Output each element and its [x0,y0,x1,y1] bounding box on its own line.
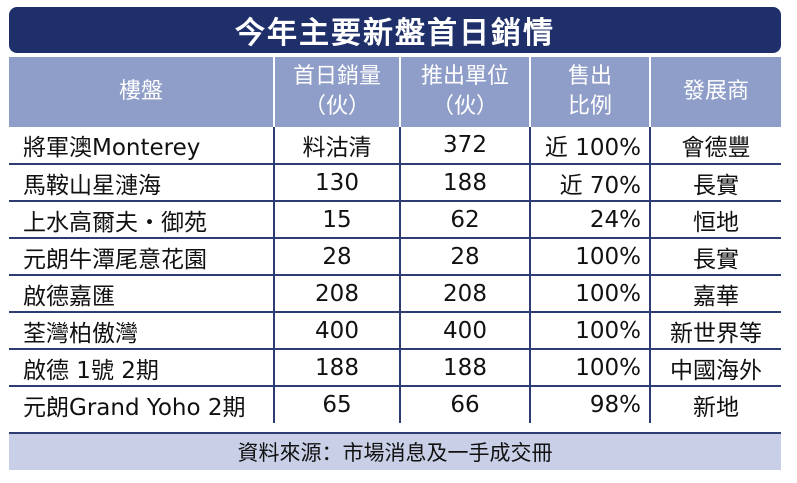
sold-ratio-cell: 24% [529,200,650,238]
units-launched-cell: 400 [399,311,530,349]
sold-ratio-cell: 100% [529,237,650,275]
sold-ratio-cell: 100% [529,348,650,386]
units-launched-cell: 188 [399,163,530,201]
table-row: 元朗Grand Yoho 2期 65 66 98% 新地 [9,385,781,423]
project-cell: 啟德嘉匯 [9,274,274,312]
header-first-day-sales-unit: （伙） [303,94,370,119]
units-launched-cell: 372 [399,127,530,164]
project-cell: 上水高爾夫・御苑 [9,200,274,238]
header-developer: 發展商 [649,57,781,127]
table-row: 上水高爾夫・御苑 15 62 24% 恒地 [9,200,781,238]
header-project: 樓盤 [9,57,274,127]
project-cell: 元朗Grand Yoho 2期 [9,385,274,423]
first-day-sales-cell: 208 [273,274,400,312]
table-row: 馬鞍山星漣海 130 188 近 70% 長實 [9,163,781,201]
header-units-launched: 推出單位 （伙） [399,57,530,127]
first-day-sales-cell: 188 [273,348,400,386]
header-developer-label: 發展商 [682,79,749,104]
table-row: 啟德嘉匯 208 208 100% 嘉華 [9,274,781,312]
developer-cell: 會德豐 [649,127,781,164]
sold-ratio-cell: 100% [529,274,650,312]
header-sold-ratio: 售出 比例 [529,57,650,127]
sold-ratio-cell: 98% [529,385,650,423]
first-day-sales-cell: 15 [273,200,400,238]
header-units-launched-unit: （伙） [431,94,498,119]
developer-cell: 中國海外 [649,348,781,386]
units-launched-cell: 28 [399,237,530,275]
first-day-sales-cell: 料沽清 [273,127,400,164]
project-cell: 元朗牛潭尾意花園 [9,237,274,275]
first-day-sales-cell: 28 [273,237,400,275]
units-launched-cell: 208 [399,274,530,312]
source-bar: 資料來源：市場消息及一手成交冊 [9,434,781,470]
units-launched-cell: 188 [399,348,530,386]
project-cell: 馬鞍山星漣海 [9,163,274,201]
header-first-day-sales-label: 首日銷量 [292,64,381,89]
project-cell: 將軍澳Monterey [23,135,201,161]
source-note: 資料來源：市場消息及一手成交冊 [237,441,553,465]
header-row: 樓盤 首日銷量 （伙） 推出單位 （伙） 售出 比例 發展商 [9,57,781,127]
units-launched-cell: 62 [399,200,530,238]
sold-ratio-cell: 近 100% [529,127,650,164]
project-cell: 荃灣柏傲灣 [9,311,274,349]
sold-ratio-cell: 近 70% [529,163,650,201]
units-launched-cell: 66 [399,385,530,423]
header-first-day-sales: 首日銷量 （伙） [273,57,400,127]
table-title: 今年主要新盤首日銷情 [235,16,555,51]
developer-cell: 新世界等 [649,311,781,349]
first-day-sales-cell: 130 [273,163,400,201]
table-row: 將軍澳Monterey 料沽清 372 近 100% 會德豐 [9,127,781,164]
header-units-launched-label: 推出單位 [420,64,509,89]
table-body: 將軍澳Monterey 料沽清 372 近 100% 會德豐 馬鞍山星漣海 13… [9,127,781,423]
header-project-label: 樓盤 [118,79,163,104]
table-row: 啟德 1號 2期 188 188 100% 中國海外 [9,348,781,386]
header-sold-ratio-line2: 比例 [567,94,612,119]
table-row: 荃灣柏傲灣 400 400 100% 新世界等 [9,311,781,349]
first-day-sales-cell: 400 [273,311,400,349]
sales-table: 樓盤 首日銷量 （伙） 推出單位 （伙） 售出 比例 發展商 [9,57,781,423]
developer-cell: 長實 [649,237,781,275]
table-header: 樓盤 首日銷量 （伙） 推出單位 （伙） 售出 比例 發展商 [9,57,781,127]
developer-cell: 長實 [649,163,781,201]
header-sold-ratio-line1: 售出 [567,64,612,89]
title-bar: 今年主要新盤首日銷情 [9,7,781,53]
project-cell: 啟德 1號 2期 [9,348,274,386]
developer-cell: 嘉華 [649,274,781,312]
table-bottom-rule [9,432,781,434]
table-row: 元朗牛潭尾意花園 28 28 100% 長實 [9,237,781,275]
developer-cell: 新地 [649,385,781,423]
first-day-sales-cell: 65 [273,385,400,423]
sold-ratio-cell: 100% [529,311,650,349]
developer-cell: 恒地 [649,200,781,238]
